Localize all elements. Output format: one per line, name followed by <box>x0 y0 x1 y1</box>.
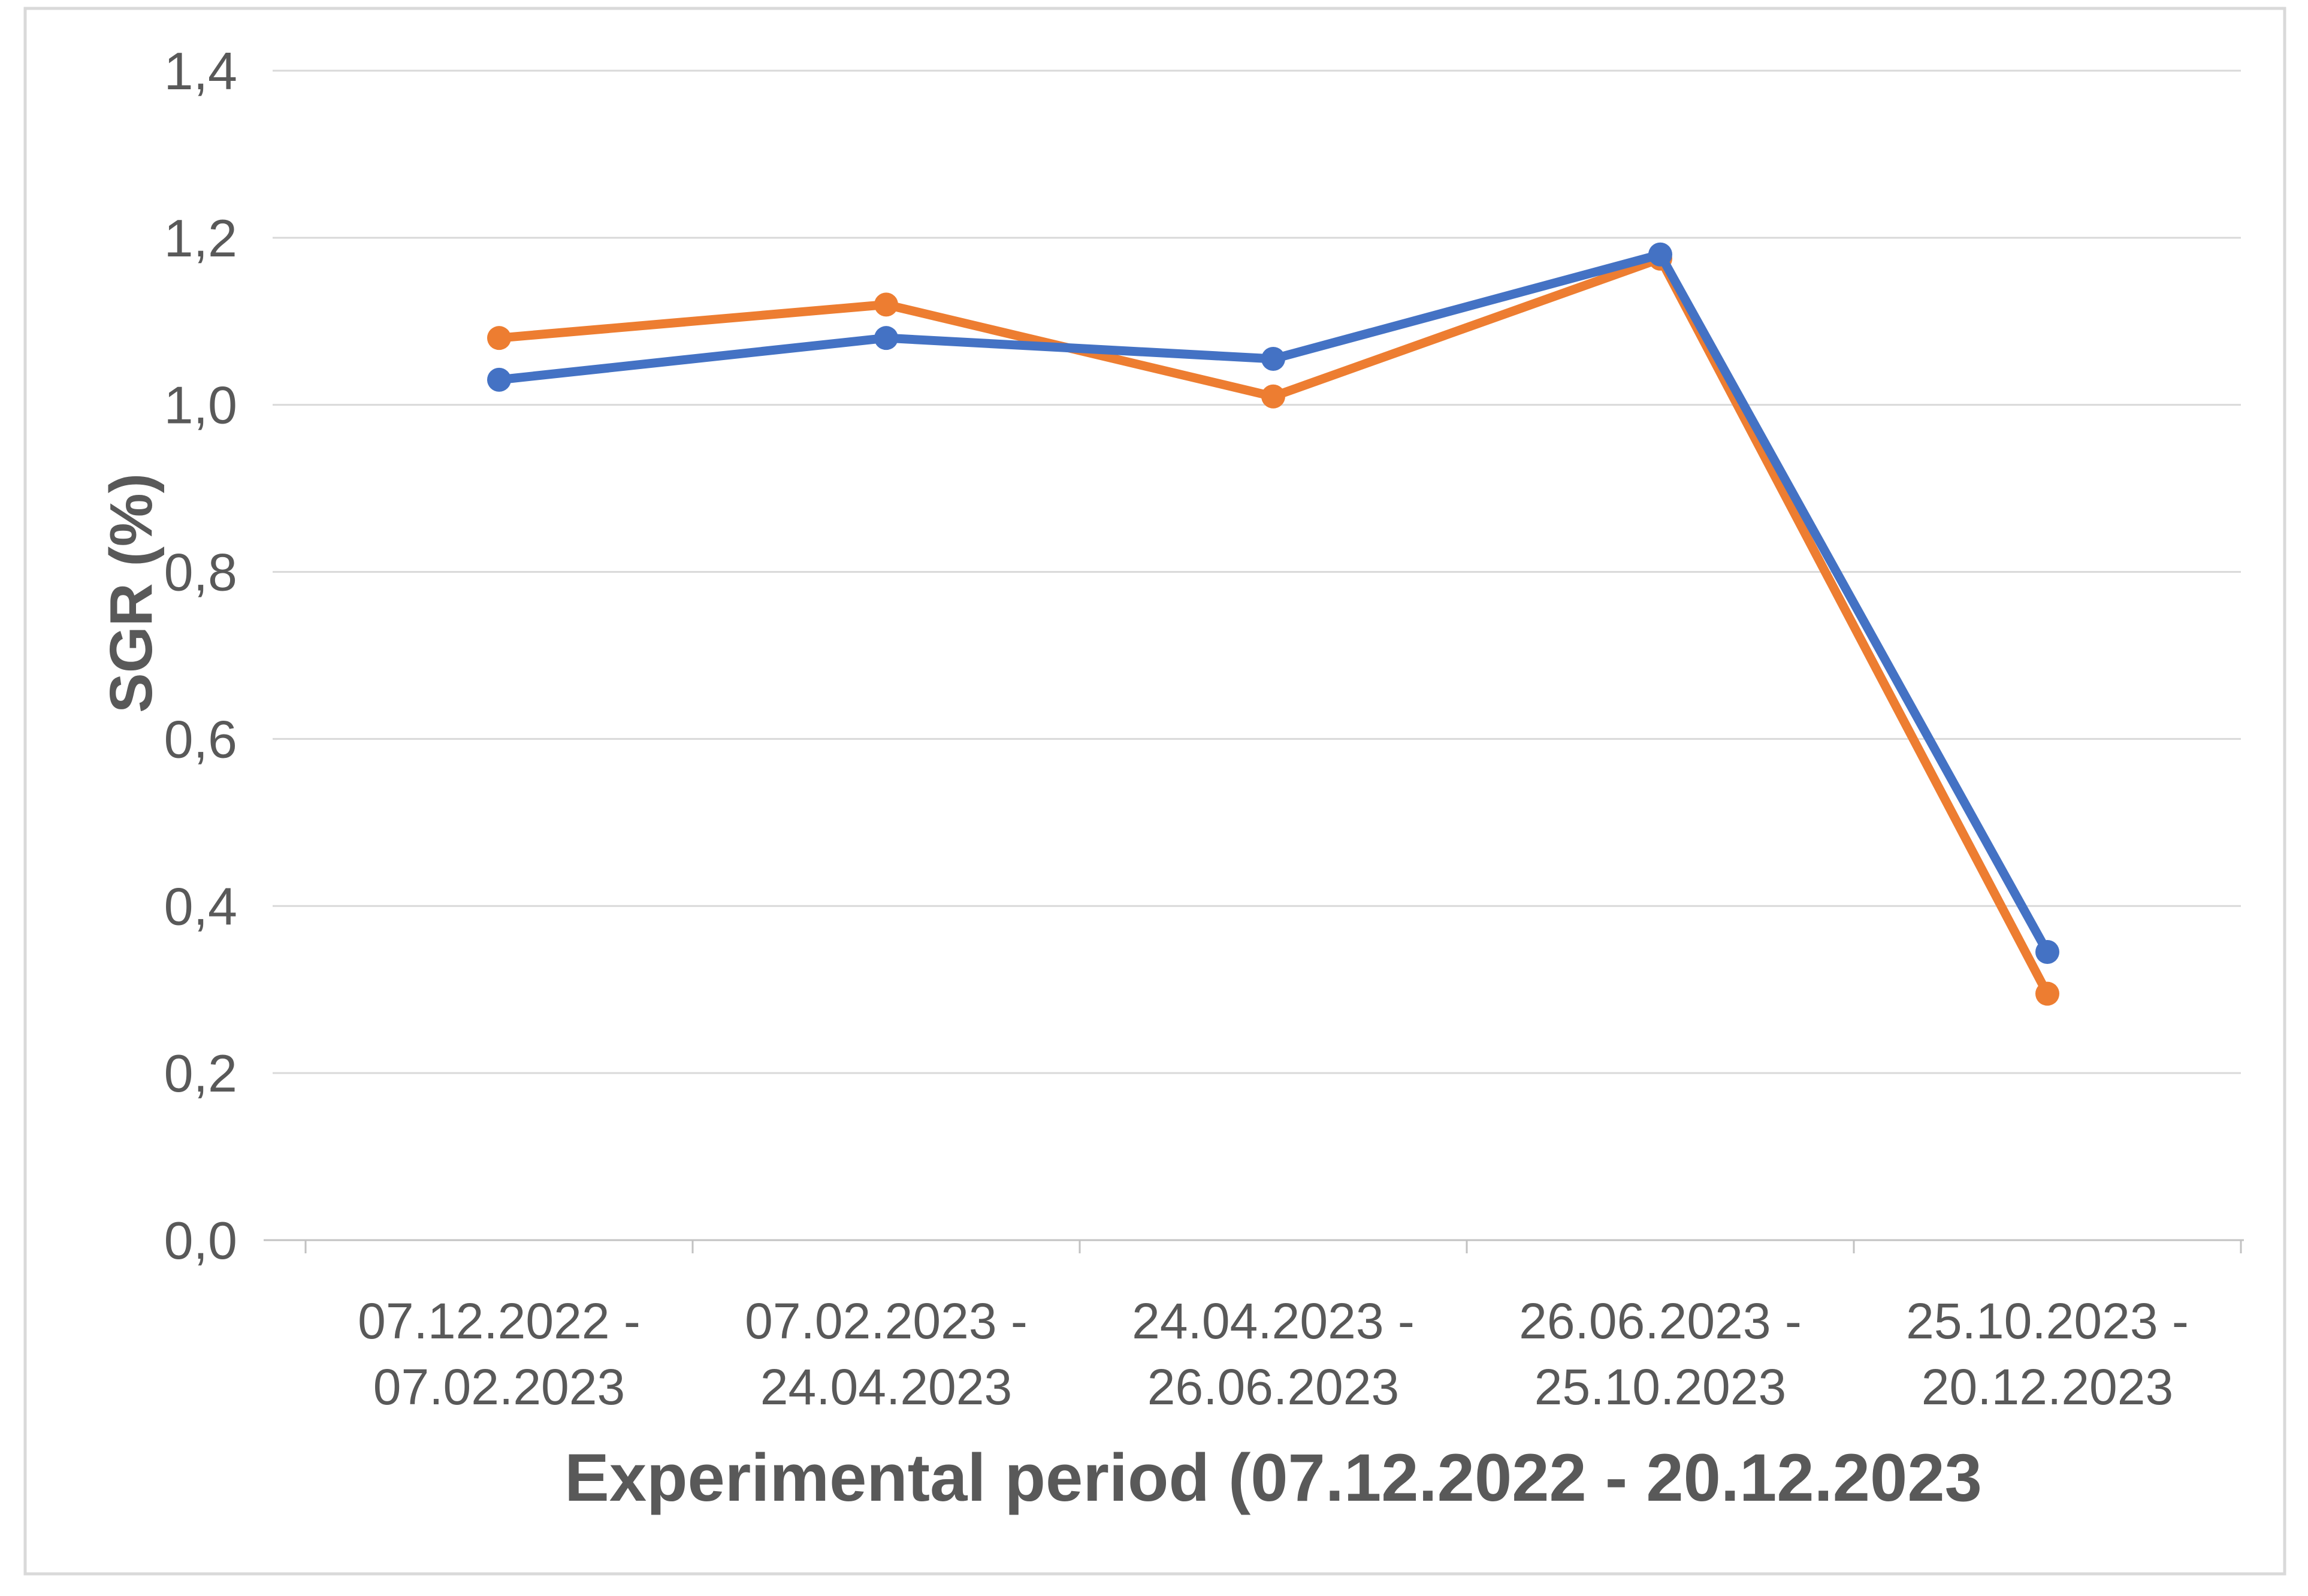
blue-series-marker <box>1648 242 1672 267</box>
y-tick-label: 0,6 <box>164 709 237 769</box>
data-series <box>487 242 2059 1006</box>
y-tick-label: 0,4 <box>164 876 237 936</box>
blue-series-marker <box>2035 939 2059 964</box>
y-tick-label: 1,2 <box>164 208 237 268</box>
x-category-label: 25.10.2023 -20.12.2023 <box>1906 1293 2189 1415</box>
x-category-label: 24.04.2023 -26.06.2023 <box>1132 1293 1415 1415</box>
y-axis-title: SGR (%) <box>98 473 165 713</box>
orange-series-marker <box>1261 384 1285 409</box>
y-tick-label: 0,8 <box>164 543 237 602</box>
gridlines <box>273 69 2241 1074</box>
orange-series-marker <box>874 292 898 317</box>
blue-series-marker <box>1261 347 1285 371</box>
orange-series-marker <box>487 326 511 350</box>
x-category-label: 07.02.2023 -24.04.2023 <box>745 1293 1028 1415</box>
y-tick-label: 0,2 <box>164 1044 237 1103</box>
y-axis-tick-labels: 0,0 0,2 0,4 0,6 0,8 1,0 1,2 1,4 <box>164 41 237 1270</box>
y-tick-label: 0,0 <box>164 1211 237 1270</box>
blue-series-marker <box>874 326 898 350</box>
y-tick-label: 1,4 <box>164 41 237 101</box>
x-axis <box>264 1239 2244 1253</box>
orange-series-marker <box>2035 981 2059 1006</box>
x-axis-title: Experimental period (07.12.2022 - 20.12.… <box>564 1440 1982 1515</box>
x-category-label: 26.06.2023 -25.10.2023 <box>1519 1293 1802 1415</box>
x-axis-category-labels: 07.12.2022 -07.02.2023 07.02.2023 -24.04.… <box>358 1293 2189 1415</box>
y-tick-label: 1,0 <box>164 376 237 435</box>
blue-series-marker <box>487 367 511 392</box>
x-category-label: 07.12.2022 -07.02.2023 <box>358 1293 641 1415</box>
chart-area-frame <box>23 7 2286 1576</box>
